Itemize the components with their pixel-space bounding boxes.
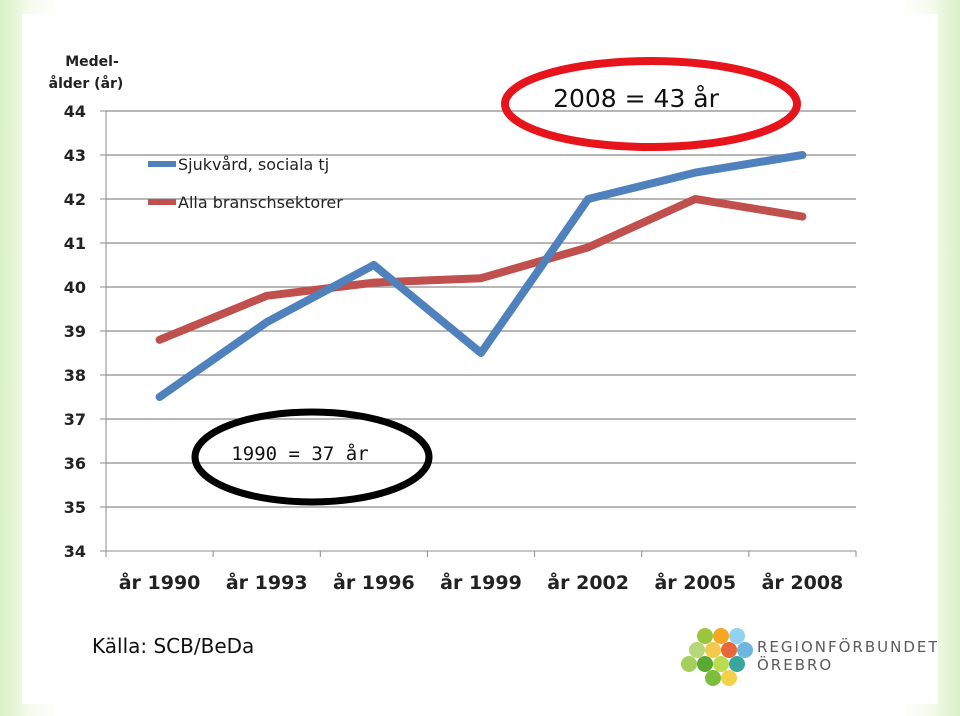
series-0-point-1 (263, 318, 271, 326)
grid-lines (106, 110, 856, 508)
series-0-point-3 (477, 349, 485, 357)
annotation-1990-ellipse (191, 408, 433, 506)
annotation-1990: 1990 = 37 år (191, 408, 433, 506)
y-tick-label-41: 41 (64, 234, 86, 253)
x-tick-label-6: år 2008 (762, 570, 844, 594)
y-tick-label-42: 42 (64, 190, 86, 209)
annotation-2008: 2008 = 43 år (501, 57, 801, 151)
slide: 34 35 36 37 38 39 40 41 42 43 44 år 1990 år 1993 år … (22, 14, 938, 704)
x-tick-label-1: år 1993 (226, 570, 308, 594)
annotation-1990-text: 1990 = 37 år (231, 442, 368, 465)
y-tick-label-36: 36 (64, 454, 86, 473)
series-1-point-6 (798, 213, 806, 221)
series-0-point-2 (370, 261, 378, 269)
x-tick-label-2: år 1996 (333, 570, 415, 594)
annotation-2008-text: 2008 = 43 år (553, 84, 720, 113)
y-tick-label-35: 35 (64, 498, 86, 517)
logo-line1: REGIONFÖRBUNDET (757, 637, 937, 656)
y-axis-title-line1: Medel- (65, 54, 119, 70)
y-tick-label-37: 37 (64, 410, 86, 429)
series-1-point-2 (370, 279, 378, 287)
annotation-2008-ellipse (501, 57, 801, 151)
source-note: Källa: SCB/BeDa (92, 634, 255, 658)
series-1-point-0 (156, 336, 164, 344)
series-0-point-5 (691, 169, 699, 177)
series-1-point-1 (263, 292, 271, 300)
y-axis-title-line2: ålder (år) (49, 75, 124, 92)
legend-label-alla: Alla branschsektorer (178, 193, 343, 212)
legend: Sjukvård, sociala tj Alla branschsektore… (148, 155, 343, 212)
series-0-point-6 (798, 151, 806, 159)
y-axis: 34 35 36 37 38 39 40 41 42 43 44 (64, 102, 107, 561)
x-tick-label-4: år 2002 (547, 570, 629, 594)
series-1-point-5 (691, 195, 699, 203)
x-axis: år 1990 år 1993 år 1996 år 1999 år 2002 år 20… (105, 550, 857, 594)
series-line-1 (155, 195, 807, 344)
logo-line2: ÖREBRO (757, 655, 833, 674)
x-tick-label-5: år 2005 (654, 570, 736, 594)
regionforbundet-logo: REGIONFÖRBUNDET ÖREBRO (681, 628, 937, 686)
y-tick-label-44: 44 (64, 102, 86, 121)
series-0-point-4 (584, 195, 592, 203)
logo-hexagons-icon (681, 628, 753, 686)
y-tick-label-40: 40 (64, 278, 86, 297)
series-1-point-4 (584, 243, 592, 251)
series-1-point-3 (477, 274, 485, 282)
x-tick-label-0: år 1990 (119, 570, 201, 594)
series-0-point-0 (156, 393, 164, 401)
y-tick-label-39: 39 (64, 322, 86, 341)
y-tick-label-38: 38 (64, 366, 86, 385)
legend-label-sjukvard: Sjukvård, sociala tj (178, 155, 329, 174)
x-tick-label-3: år 1999 (440, 570, 522, 594)
y-tick-label-43: 43 (64, 146, 86, 165)
y-tick-label-34: 34 (64, 542, 86, 561)
series-lines (155, 151, 807, 401)
